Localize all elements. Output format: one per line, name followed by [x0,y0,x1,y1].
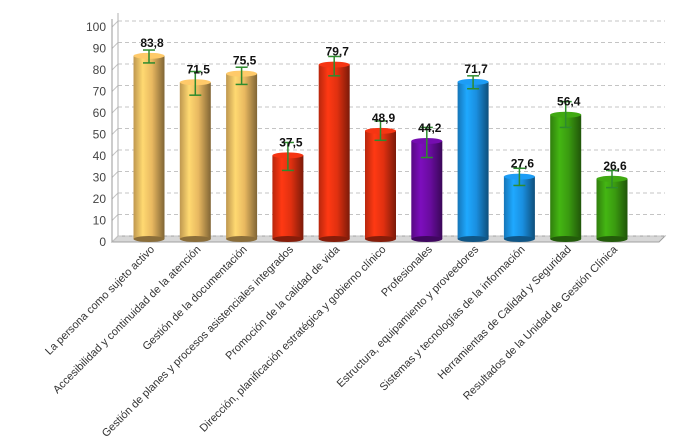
bar-base [272,236,304,242]
bar-base [133,236,165,242]
error-bar [189,70,202,96]
gridline-side [111,20,119,28]
gridline-side [111,171,119,178]
bar-group [457,78,489,242]
y-tick-label: 50 [93,128,107,142]
bar-base [411,236,443,242]
bar-base [179,236,211,242]
bar [457,81,489,239]
gridline-side [111,192,119,200]
bar-base [503,236,535,242]
data-label: 44,2 [418,121,442,135]
error-bar [281,141,294,172]
error-bar [467,75,480,90]
gridline-side [111,235,119,243]
bar [503,176,535,239]
y-tick-label: 70 [93,85,107,99]
error-bar [143,49,155,64]
bar-base [226,236,258,242]
bar-base [596,236,628,242]
bar-group [365,127,396,242]
data-label: 26,6 [603,159,627,173]
gridline-side [111,214,119,221]
data-label: 48,9 [372,111,396,125]
error-bar [513,167,526,187]
bar-group [550,111,582,242]
data-label: 79,7 [326,45,350,59]
data-label: 71,5 [187,62,211,76]
bar-base [457,236,489,242]
data-label: 75,5 [233,54,257,68]
error-bar [420,126,433,159]
gridline-side [111,85,119,92]
gridline-side [111,63,119,71]
error-bar [374,120,387,142]
error-bar [328,55,341,77]
data-label: 71,7 [464,62,488,76]
bar-base [550,236,582,242]
bar [596,178,628,239]
data-label: 83,8 [140,36,164,50]
bar [365,130,396,239]
bar [550,114,582,239]
y-tick-label: 80 [93,63,107,77]
error-bar [606,169,618,189]
gridline-side [111,42,119,49]
y-tick-label: 30 [93,171,107,185]
error-bar [559,100,572,129]
data-label: 27,6 [511,157,535,171]
y-tick-label: 0 [99,235,106,249]
bar-group [179,79,211,242]
y-tick-label: 90 [93,42,107,56]
gridline-side [111,128,119,135]
bar-base [365,236,396,242]
bar [318,64,350,240]
bar [133,55,165,239]
bar [179,82,211,240]
bar [226,73,258,239]
gridline-side [111,106,119,114]
error-bar [235,66,248,86]
bar-group [318,61,350,242]
bar-group [226,70,258,242]
bar-group [133,52,165,242]
y-tick-label: 40 [93,149,107,163]
y-tick-label: 10 [93,214,107,228]
gridline-side [111,149,119,157]
bar-base [318,236,350,242]
y-tick-label: 20 [93,192,107,206]
bar-group [503,173,535,242]
data-label: 37,5 [279,135,303,149]
y-tick-label: 100 [86,20,106,34]
y-tick-label: 60 [93,106,107,120]
data-label: 56,4 [557,95,581,109]
